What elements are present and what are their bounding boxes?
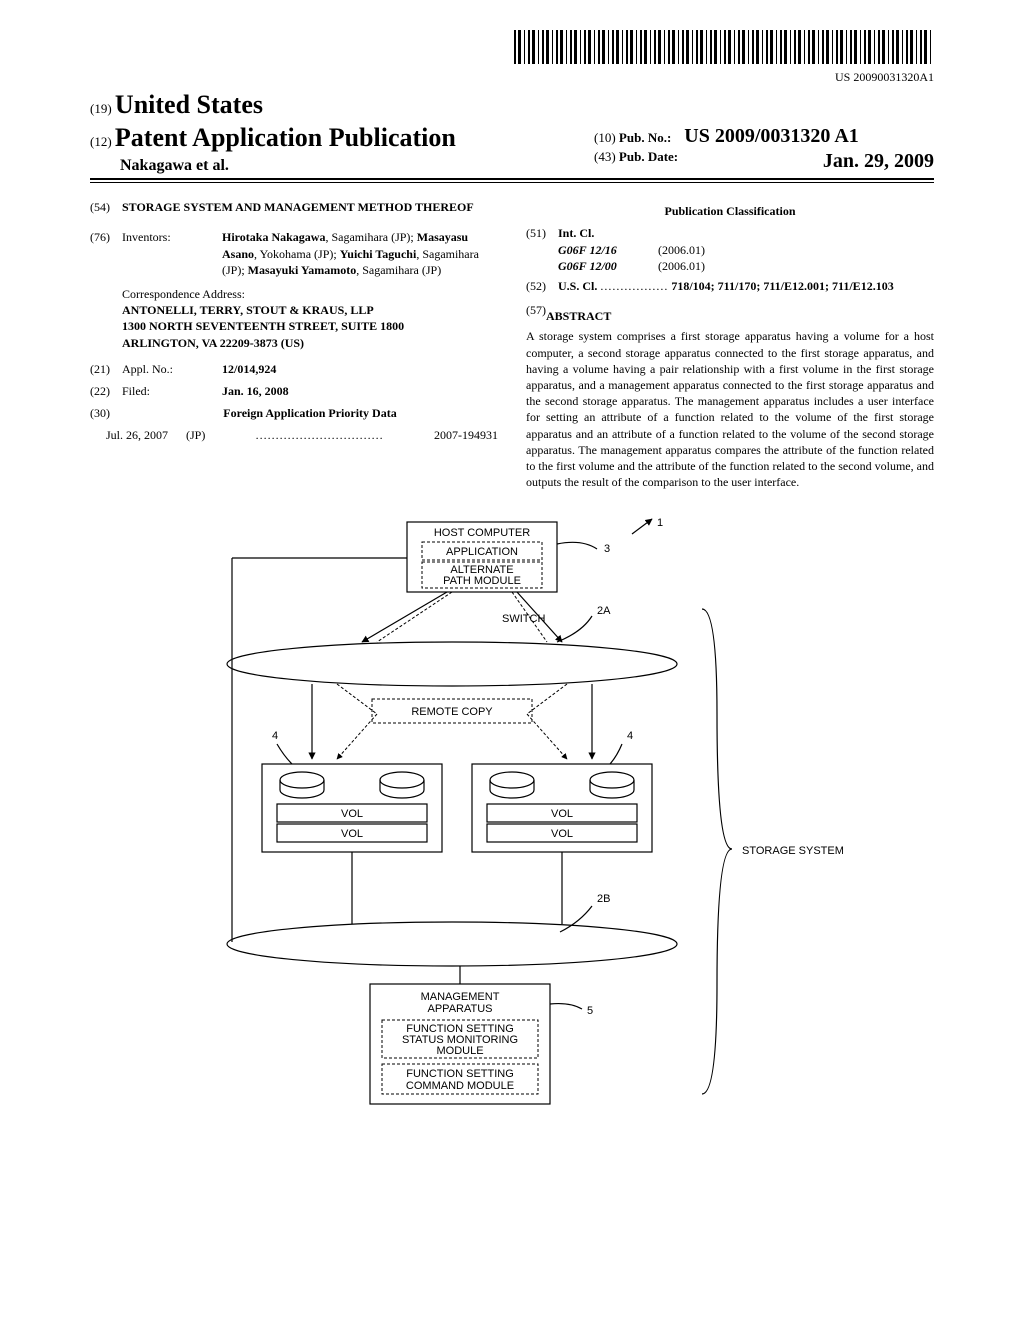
- pubno-label: Pub. No.:: [619, 130, 671, 145]
- intcl-2: G06F 12/00: [558, 258, 658, 274]
- correspondence-label: Correspondence Address:: [122, 286, 498, 302]
- code-12: (12): [90, 134, 112, 149]
- filed-date: Jan. 16, 2008: [222, 383, 498, 399]
- masthead: (19) United States (12) Patent Applicati…: [90, 89, 934, 180]
- barcode-number: US 20090031320A1: [90, 70, 934, 85]
- code-43: (43): [594, 149, 616, 164]
- fig-mgmt-1: MANAGEMENT: [421, 991, 500, 1003]
- fig-switch-label: SWITCH: [502, 613, 545, 625]
- fig-ref-1: 1: [657, 517, 663, 529]
- pubdate-label: Pub. Date:: [619, 149, 678, 164]
- filed-label: Filed:: [122, 383, 222, 399]
- fig-ref-4-left: 4: [272, 730, 278, 742]
- intcl-label: Int. Cl.: [558, 225, 934, 241]
- foreign-hdr: Foreign Application Priority Data: [122, 405, 498, 421]
- foreign-date: Jul. 26, 2007: [106, 427, 186, 443]
- country: United States: [115, 90, 263, 119]
- applno: 12/014,924: [222, 361, 498, 377]
- inventor-name-3: Masayuki Yamamoto: [248, 263, 357, 277]
- correspondence-addr-2: 1300 NORTH SEVENTEENTH STREET, SUITE 180…: [122, 318, 498, 334]
- intcl-1: G06F 12/16: [558, 242, 658, 258]
- fig-app-label: APPLICATION: [446, 546, 518, 558]
- fig-ref-5: 5: [587, 1005, 593, 1017]
- uscl-val: 718/104; 711/170; 711/E12.001; 711/E12.1…: [671, 279, 893, 293]
- biblio-columns: (54) STORAGE SYSTEM AND MANAGEMENT METHO…: [90, 199, 934, 490]
- fig-mod2-1: FUNCTION SETTING: [406, 1068, 514, 1080]
- inventor-name-2: Yuichi Taguchi: [340, 247, 417, 261]
- fig-remotecopy: REMOTE COPY: [411, 706, 493, 718]
- inventor-name-0: Hirotaka Nakagawa: [222, 230, 325, 244]
- fig-mod2-2: COMMAND MODULE: [406, 1080, 514, 1092]
- code-19: (19): [90, 101, 112, 116]
- foreign-country: (JP): [186, 427, 205, 443]
- title-code: (54): [90, 199, 122, 215]
- invention-title: STORAGE SYSTEM AND MANAGEMENT METHOD THE…: [122, 199, 498, 215]
- fig-vol-r2: VOL: [551, 828, 573, 840]
- fig-ref-3: 3: [604, 543, 610, 555]
- figure: .sline { stroke:#000; stroke-width:1.2; …: [142, 514, 882, 1154]
- fig-mgmt-2: APPARATUS: [428, 1003, 493, 1015]
- fig-ref-2b: 2B: [597, 893, 610, 905]
- correspondence: Correspondence Address: ANTONELLI, TERRY…: [122, 286, 498, 351]
- fig-mod1-3: MODULE: [436, 1045, 483, 1057]
- fig-storage-system: STORAGE SYSTEM: [742, 845, 844, 857]
- right-column: Publication Classification (51) Int. Cl.…: [526, 199, 934, 490]
- inventor-loc-0: , Sagamihara (JP);: [325, 230, 416, 244]
- inventor-loc-1: , Yokohama (JP);: [254, 247, 340, 261]
- fig-ref-4-right: 4: [627, 730, 633, 742]
- foreign-dots: ................................: [205, 427, 434, 443]
- fig-vol-r1: VOL: [551, 808, 573, 820]
- barcode-area: US 20090031320A1: [90, 30, 934, 85]
- abstract-hdr: ABSTRACT: [546, 308, 611, 324]
- pub-number: US 2009/0031320 A1: [684, 125, 858, 147]
- abstract-code: (57): [526, 302, 546, 328]
- correspondence-addr-3: ARLINGTON, VA 22209-3873 (US): [122, 335, 498, 351]
- applno-label: Appl. No.:: [122, 361, 222, 377]
- filed-code: (22): [90, 383, 122, 399]
- inventors-label: Inventors:: [122, 229, 222, 278]
- publication-type: Patent Application Publication: [115, 123, 456, 152]
- uscl-dots: .................: [600, 279, 668, 293]
- intcl-2-year: (2006.01): [658, 258, 705, 274]
- fig-vol-l1: VOL: [341, 808, 363, 820]
- correspondence-addr-1: ANTONELLI, TERRY, STOUT & KRAUS, LLP: [122, 302, 498, 318]
- uscl-label: U.S. Cl.: [558, 279, 597, 293]
- code-10: (10): [594, 130, 616, 145]
- classification-hdr: Publication Classification: [526, 203, 934, 219]
- inventor-short: Nakagawa et al.: [90, 156, 456, 176]
- abstract-text: A storage system comprises a first stora…: [526, 328, 934, 490]
- uscl-code: (52): [526, 278, 558, 294]
- fig-ref-2a: 2A: [597, 605, 611, 617]
- inventors-code: (76): [90, 229, 122, 278]
- barcode: [514, 30, 934, 64]
- fig-vol-l2: VOL: [341, 828, 363, 840]
- foreign-code: (30): [90, 405, 122, 421]
- fig-altpath-label-2: PATH MODULE: [443, 575, 521, 587]
- pub-date: Jan. 29, 2009: [823, 149, 934, 174]
- system-diagram: .sline { stroke:#000; stroke-width:1.2; …: [142, 514, 882, 1154]
- inventor-loc-3: , Sagamihara (JP): [356, 263, 441, 277]
- foreign-num: 2007-194931: [434, 427, 498, 443]
- inventors-list: Hirotaka Nakagawa, Sagamihara (JP); Masa…: [222, 229, 498, 278]
- fig-host-label: HOST COMPUTER: [434, 527, 530, 539]
- intcl-code: (51): [526, 225, 558, 241]
- applno-code: (21): [90, 361, 122, 377]
- intcl-1-year: (2006.01): [658, 242, 705, 258]
- left-column: (54) STORAGE SYSTEM AND MANAGEMENT METHO…: [90, 199, 498, 490]
